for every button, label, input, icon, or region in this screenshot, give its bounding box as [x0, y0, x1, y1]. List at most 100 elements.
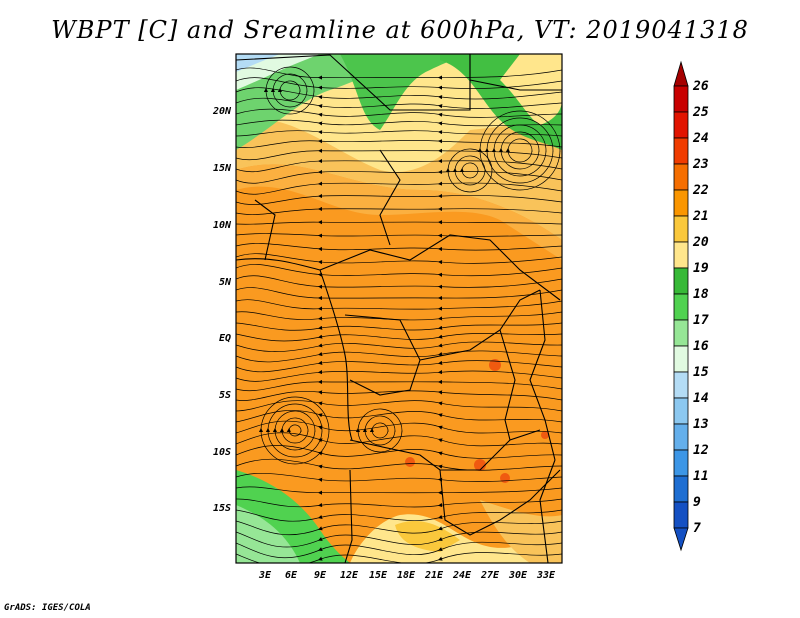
colorbar-label: 9: [693, 495, 701, 510]
streamline: [236, 243, 562, 252]
streamline: [236, 509, 562, 522]
colorbar-swatch: [673, 267, 689, 295]
colorbar-label: 23: [692, 157, 709, 172]
colorbar-label: 19: [693, 261, 709, 276]
colorbar-label: 24: [692, 131, 709, 146]
streamline: [236, 206, 562, 215]
colorbar-swatch: [673, 189, 689, 217]
streamline: [236, 498, 562, 508]
streamline: [236, 67, 562, 80]
colorbar-label: 26: [692, 79, 709, 94]
streamline: [236, 287, 562, 301]
colorbar-swatch: [673, 475, 689, 503]
lon-label: 33E: [536, 570, 556, 581]
streamline: [477, 110, 561, 191]
streamline: [459, 162, 479, 179]
colorbar-swatch: [673, 449, 689, 477]
lon-label: 6E: [285, 570, 298, 581]
lat-label: EQ: [219, 333, 231, 344]
streamline: [236, 299, 562, 311]
lon-label: 30E: [508, 570, 528, 581]
lon-label: 9E: [314, 570, 327, 581]
colorbar-top-arrow: [673, 60, 689, 87]
streamline: [236, 97, 562, 109]
streamline: [270, 73, 308, 108]
streamline: [491, 124, 547, 177]
streamline: [236, 193, 562, 205]
colorbar-swatch: [673, 345, 689, 373]
streamline: [236, 108, 562, 118]
streamline: [445, 148, 493, 193]
colorbar-swatch: [673, 319, 689, 347]
colorbar-label: 16: [693, 339, 709, 354]
streamline: [236, 486, 562, 495]
lat-label: 5N: [219, 277, 232, 288]
colorbar-label: 11: [693, 469, 709, 484]
streamline: [236, 311, 562, 321]
latitude-axis: 20N 15N 10N 5N EQ 5S 10S 15S: [212, 106, 232, 514]
colorbar-label: 17: [693, 313, 709, 328]
colorbar-label: 21: [692, 209, 709, 224]
lat-label: 20N: [212, 106, 232, 117]
streamline: [236, 520, 562, 536]
streamline: [236, 87, 562, 100]
streamline: [505, 138, 533, 163]
streamline: [236, 233, 562, 238]
map-plot-area: [236, 54, 562, 563]
streamline: [236, 541, 562, 559]
colorbar-label: 22: [692, 183, 709, 198]
lon-label: 21E: [424, 570, 444, 581]
streamline: [362, 415, 396, 446]
colorbar-bottom-arrow: [673, 527, 689, 552]
colorbar-label: 20: [692, 235, 709, 250]
colorbar-label: 13: [693, 417, 709, 432]
streamline: [484, 117, 554, 184]
colorbar-swatch: [673, 423, 689, 451]
lat-label: 15N: [213, 163, 232, 174]
streamline: [236, 148, 562, 161]
colorbar-swatch: [673, 241, 689, 269]
colorbar-label: 12: [693, 443, 709, 458]
map-frame: [235, 53, 563, 564]
streamline: [498, 131, 540, 170]
streamline: [236, 333, 562, 342]
colorbar-label: 18: [693, 287, 709, 302]
streamline: [236, 220, 562, 225]
colorbar-swatch: [673, 501, 689, 529]
lon-label: 18E: [397, 570, 416, 581]
lon-label: 15E: [369, 570, 388, 581]
colorbar-swatch: [673, 137, 689, 165]
streamline: [369, 422, 389, 439]
streamline: [236, 322, 562, 331]
streamline: [236, 552, 562, 563]
streamline: [452, 155, 486, 186]
streamline: [236, 130, 562, 137]
lat-label: 15S: [213, 503, 231, 514]
lon-label: 12E: [340, 570, 359, 581]
lat-label: 10N: [213, 220, 232, 231]
colorbar: 26 25 24 23 22 21 20 19 18 17 16 15 14 13 12 11 9 7: [673, 60, 709, 552]
lat-label: 10S: [213, 447, 231, 458]
streamline: [236, 379, 562, 392]
streamline: [236, 472, 562, 482]
streamline: [236, 77, 562, 90]
streamline: [272, 410, 316, 451]
map-title: WBPT [C] and Sreamline at 600hPa, VT: 20…: [51, 16, 749, 44]
colorbar-swatch: [673, 163, 689, 191]
streamline: [236, 350, 562, 363]
streamline: [236, 264, 562, 277]
streamline: [236, 531, 562, 548]
streamlines: [236, 66, 562, 563]
colorbar-label: 25: [692, 105, 709, 120]
streamline: [286, 424, 302, 437]
colorbar-swatch: [673, 215, 689, 243]
streamline: [279, 417, 309, 444]
colorbar-label: 14: [693, 391, 709, 406]
streamline: [236, 432, 562, 447]
streamline: [236, 275, 562, 289]
streamline: [236, 400, 562, 412]
streamline: [236, 360, 562, 373]
streamline: [258, 396, 330, 465]
colorbar-label: 7: [693, 521, 701, 536]
